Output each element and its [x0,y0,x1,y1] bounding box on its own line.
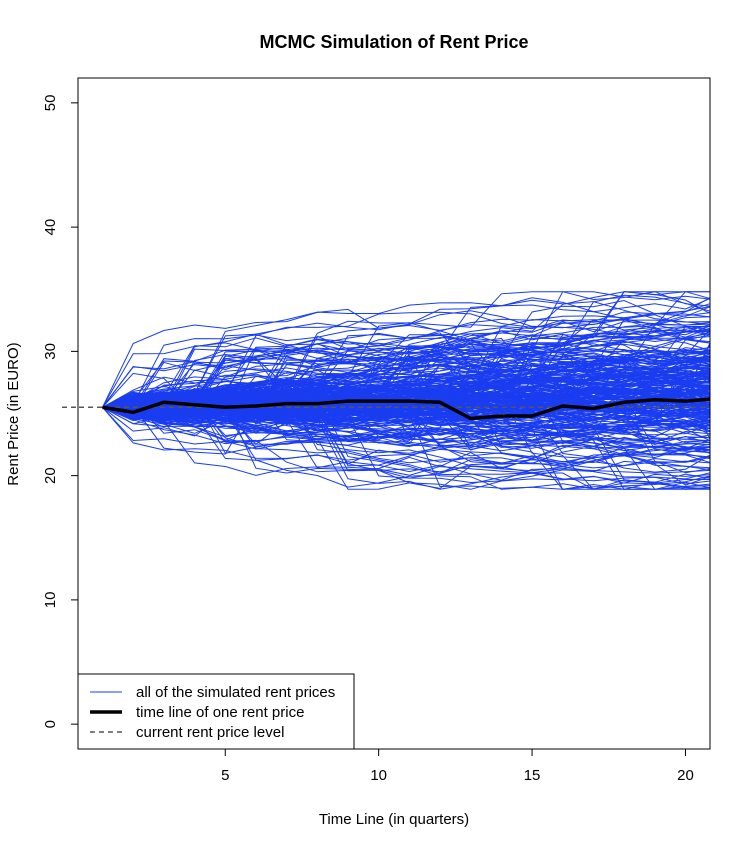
simulated-path [102,406,710,454]
simulated-path [102,393,710,490]
y-tick-label: 10 [42,592,59,609]
simulated-path [102,359,710,428]
simulated-path [102,364,710,408]
simulated-path [102,298,710,409]
simulated-path [102,329,710,412]
simulated-path [102,396,710,484]
x-axis-label: Time Line (in quarters) [319,811,469,828]
y-tick-label: 30 [42,343,59,360]
x-axis: 5 10 15 20 [221,748,694,784]
simulated-path [102,401,710,449]
simulated-path [102,332,710,408]
legend-label-simulated: all of the simulated rent prices [136,684,335,701]
x-tick-label: 5 [221,767,229,784]
simulated-path [102,291,710,409]
simulated-path [102,406,710,464]
simulated-path [102,384,710,425]
simulated-path [102,359,710,409]
x-tick-label: 10 [370,767,387,784]
simulated-path [102,369,710,410]
y-tick-label: 40 [42,219,59,236]
legend: all of the simulated rent prices time li… [77,673,355,750]
highlight-line-group [102,397,710,421]
simulated-path [102,374,710,444]
simulated-path [102,291,710,408]
simulated-path [102,331,710,408]
y-tick-label: 0 [42,720,59,728]
simulated-path [102,386,710,410]
simulated-path [102,349,710,409]
y-axis-label: Rent Price (in EURO) [5,342,22,485]
simulated-path [102,358,710,431]
simulated-path [102,297,710,409]
simulated-path [102,349,710,414]
simulated-path [102,380,710,408]
simulated-lines-group [102,291,710,490]
simulated-path [102,404,710,446]
legend-label-highlight: time line of one rent price [136,704,304,721]
simulated-path [102,356,710,408]
simulated-path [102,318,710,408]
simulated-path [102,395,710,445]
simulated-path [102,308,710,408]
legend-box [77,673,355,750]
legend-label-level: current rent price level [136,724,284,741]
highlight-path [102,397,710,421]
x-tick-label: 15 [524,767,541,784]
y-tick-label: 50 [42,95,59,112]
simulated-path [102,406,710,427]
simulated-path [102,406,710,476]
simulated-path [102,397,710,440]
y-axis: 0 10 20 30 40 50 [42,95,79,728]
chart-title: MCMC Simulation of Rent Price [259,32,528,52]
x-tick-label: 20 [677,767,694,784]
simulated-path [102,321,710,408]
simulated-path [102,406,710,452]
simulated-path [102,349,710,417]
y-tick-label: 20 [42,467,59,484]
